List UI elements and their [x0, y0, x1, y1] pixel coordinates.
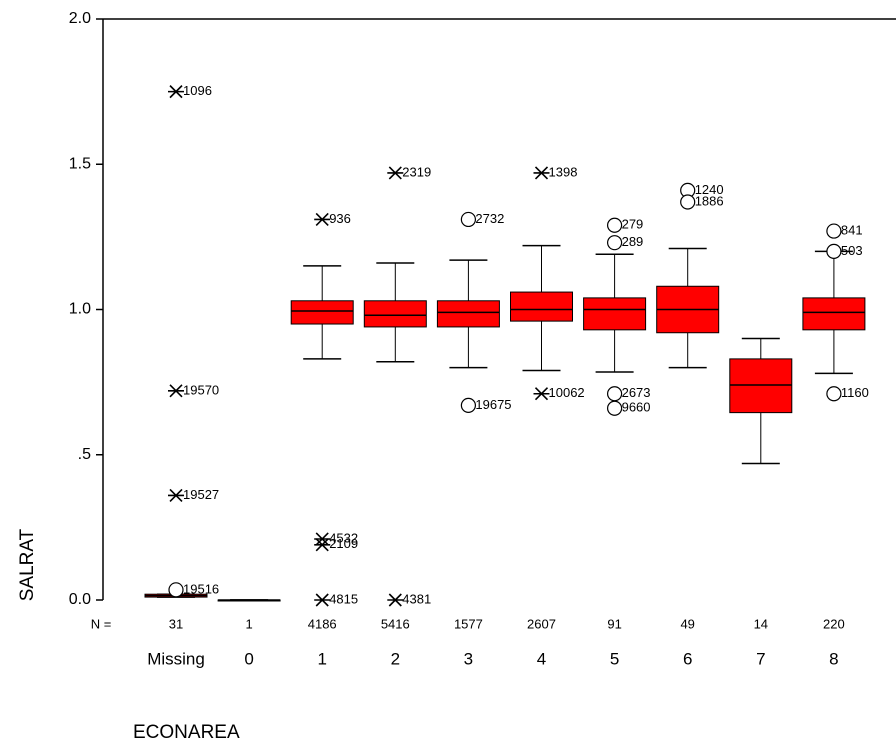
n-count: 14 [754, 616, 768, 631]
n-count: 220 [823, 616, 845, 631]
outlier-label: 2109 [329, 536, 358, 551]
outlier [826, 386, 842, 402]
y-tick-label: 1.5 [69, 155, 91, 172]
n-count: 4186 [308, 616, 337, 631]
extreme [314, 538, 331, 552]
x-tick-label: 3 [464, 649, 473, 668]
outlier [606, 217, 623, 233]
n-count: 1 [245, 616, 252, 631]
outlier-label: 936 [329, 211, 351, 226]
outlier-label: 2732 [475, 211, 504, 226]
box [583, 297, 647, 331]
x-tick-label: 5 [610, 649, 619, 668]
extreme [168, 488, 184, 502]
outlier [606, 235, 623, 251]
outlier [826, 223, 842, 239]
extreme [387, 166, 404, 180]
box [510, 291, 573, 322]
outlier-label: 2673 [622, 385, 651, 400]
x-tick-label: 1 [317, 649, 326, 668]
outlier [460, 397, 476, 413]
outlier-label: 1096 [183, 83, 212, 98]
outlier [606, 400, 623, 416]
outlier-label: 1160 [841, 385, 869, 400]
outlier-label: 4815 [329, 591, 358, 606]
extreme [387, 593, 404, 607]
outlier-label: 1240 [695, 182, 724, 197]
y-axis-title: SALRAT [17, 528, 38, 601]
box [363, 300, 427, 328]
extreme [168, 85, 184, 99]
n-count: 31 [169, 616, 183, 631]
x-tick-label: Missing [147, 649, 205, 668]
outlier [680, 194, 696, 210]
x-tick-label: 7 [756, 649, 765, 668]
outlier [826, 243, 842, 259]
outlier-label: 503 [841, 243, 863, 258]
outlier-label: 19516 [183, 581, 219, 596]
outlier-label: 289 [622, 234, 644, 249]
extreme [533, 387, 550, 401]
box [802, 297, 866, 331]
y-tick-label: 0.0 [69, 591, 91, 608]
extreme [168, 384, 184, 398]
extreme [533, 166, 550, 180]
y-tick-label: 1.0 [69, 301, 91, 318]
n-label: N = [91, 616, 112, 631]
n-count: 2607 [527, 616, 556, 631]
outlier-label: 4532 [329, 530, 358, 545]
outlier-label: 841 [841, 223, 863, 238]
outlier-label: 19570 [183, 382, 219, 397]
n-count: 91 [607, 616, 621, 631]
x-axis-title: ECONAREA [133, 722, 240, 743]
box [436, 300, 500, 328]
x-tick-label: 4 [537, 649, 546, 668]
extreme [314, 593, 331, 607]
outlier-label: 9660 [622, 400, 651, 415]
outlier-label: 19527 [183, 487, 219, 502]
x-tick-label: 2 [391, 649, 400, 668]
n-count: 1577 [454, 616, 483, 631]
outlier [460, 211, 476, 228]
outlier-label: 1398 [549, 164, 578, 179]
x-tick-label: 0 [244, 649, 253, 668]
n-count: 49 [680, 616, 694, 631]
outlier-label: 279 [622, 217, 644, 232]
outlier-label: 10062 [549, 385, 585, 400]
y-tick-label: 2.0 [69, 10, 91, 27]
box [290, 300, 354, 325]
outlier-label: 19675 [475, 397, 511, 412]
y-tick-label: .5 [78, 446, 91, 463]
outlier-label: 1886 [695, 193, 724, 208]
outlier [606, 386, 623, 402]
n-count: 5416 [381, 616, 410, 631]
outlier-label: 4381 [402, 591, 431, 606]
x-tick-label: 8 [829, 649, 838, 668]
outlier [168, 582, 184, 598]
extreme [314, 212, 331, 227]
outlier-label: 2319 [402, 164, 431, 179]
x-tick-label: 6 [683, 649, 692, 668]
